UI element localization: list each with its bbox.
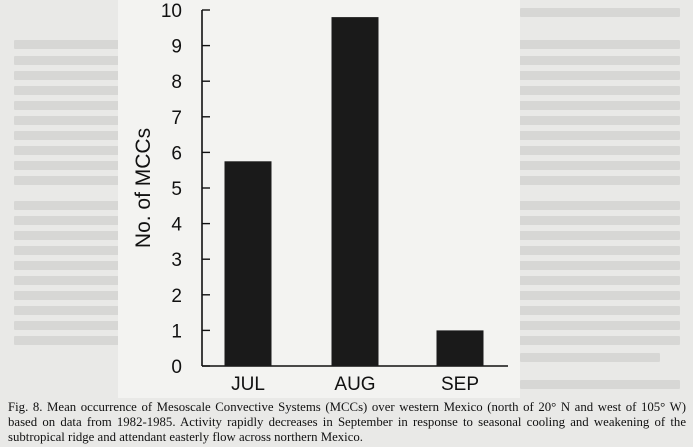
figure-caption: Fig. 8. Mean occurrence of Mesoscale Con…: [8, 400, 686, 445]
x-tick-label-sep: SEP: [441, 374, 479, 395]
bar-aug: [331, 17, 379, 367]
x-tick-label-aug: AUG: [334, 374, 375, 395]
y-axis-label: No. of MCCs: [132, 128, 155, 248]
x-tick-label-jul: JUL: [231, 374, 265, 395]
x-axis-labels: JUL AUG SEP: [231, 374, 479, 395]
y-tick-label: 5: [171, 179, 182, 200]
y-tick-label: 1: [171, 321, 182, 342]
bar-chart: 0 1 2 3 4 5 6 7 8 9 10 JUL AUG SEP No. of MCCs: [132, 1, 508, 395]
y-tick-label: 8: [171, 72, 182, 93]
chart-bars: [224, 17, 484, 367]
bar-sep: [436, 330, 484, 366]
bar-jul: [224, 161, 272, 366]
caption-label: Fig. 8.: [8, 400, 43, 414]
caption-text: Mean occurrence of Mesoscale Convective …: [8, 400, 686, 444]
background-text-line: [520, 380, 680, 389]
y-tick-label: 4: [171, 215, 182, 236]
y-tick-label: 9: [171, 37, 182, 58]
y-axis-ticks: 0 1 2 3 4 5 6 7 8 9 10: [161, 1, 210, 378]
y-tick-label: 10: [161, 1, 182, 22]
y-tick-label: 3: [171, 250, 182, 271]
y-tick-label: 0: [171, 357, 182, 378]
y-tick-label: 7: [171, 108, 182, 129]
background-text-line: [520, 353, 660, 362]
y-tick-label: 2: [171, 286, 182, 307]
background-text-line: [520, 8, 680, 17]
y-tick-label: 6: [171, 143, 182, 164]
chart-panel: 0 1 2 3 4 5 6 7 8 9 10 JUL AUG SEP No. of MCCs: [118, 0, 520, 398]
